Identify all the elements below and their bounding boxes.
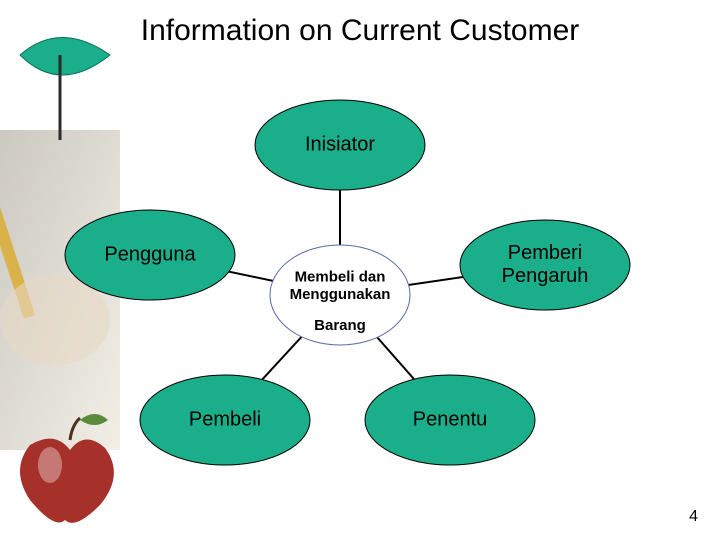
node-label: Pengaruh bbox=[502, 265, 589, 287]
node-n_bl: Pembeli bbox=[140, 375, 310, 465]
page-number: 4 bbox=[689, 508, 698, 526]
node-label: Menggunakan bbox=[290, 286, 391, 303]
node-n_left: Pengguna bbox=[65, 210, 235, 300]
node-label: Barang bbox=[314, 317, 366, 334]
node-label: Pengguna bbox=[104, 243, 196, 265]
node-label: Inisiator bbox=[305, 133, 375, 155]
node-label: Pembeli bbox=[189, 408, 261, 430]
node-label: Membeli dan bbox=[295, 269, 386, 286]
node-n_br: Penentu bbox=[365, 375, 535, 465]
node-label: Penentu bbox=[413, 408, 488, 430]
node-n_right: PemberiPengaruh bbox=[460, 220, 630, 310]
node-label: Pemberi bbox=[508, 242, 582, 264]
customer-roles-diagram: Inisiator Pengguna PemberiPengaruh Pembeli P… bbox=[0, 0, 720, 540]
node-n_top: Inisiator bbox=[255, 100, 425, 190]
node-n_center: Membeli danMenggunakan Barang bbox=[270, 245, 410, 345]
